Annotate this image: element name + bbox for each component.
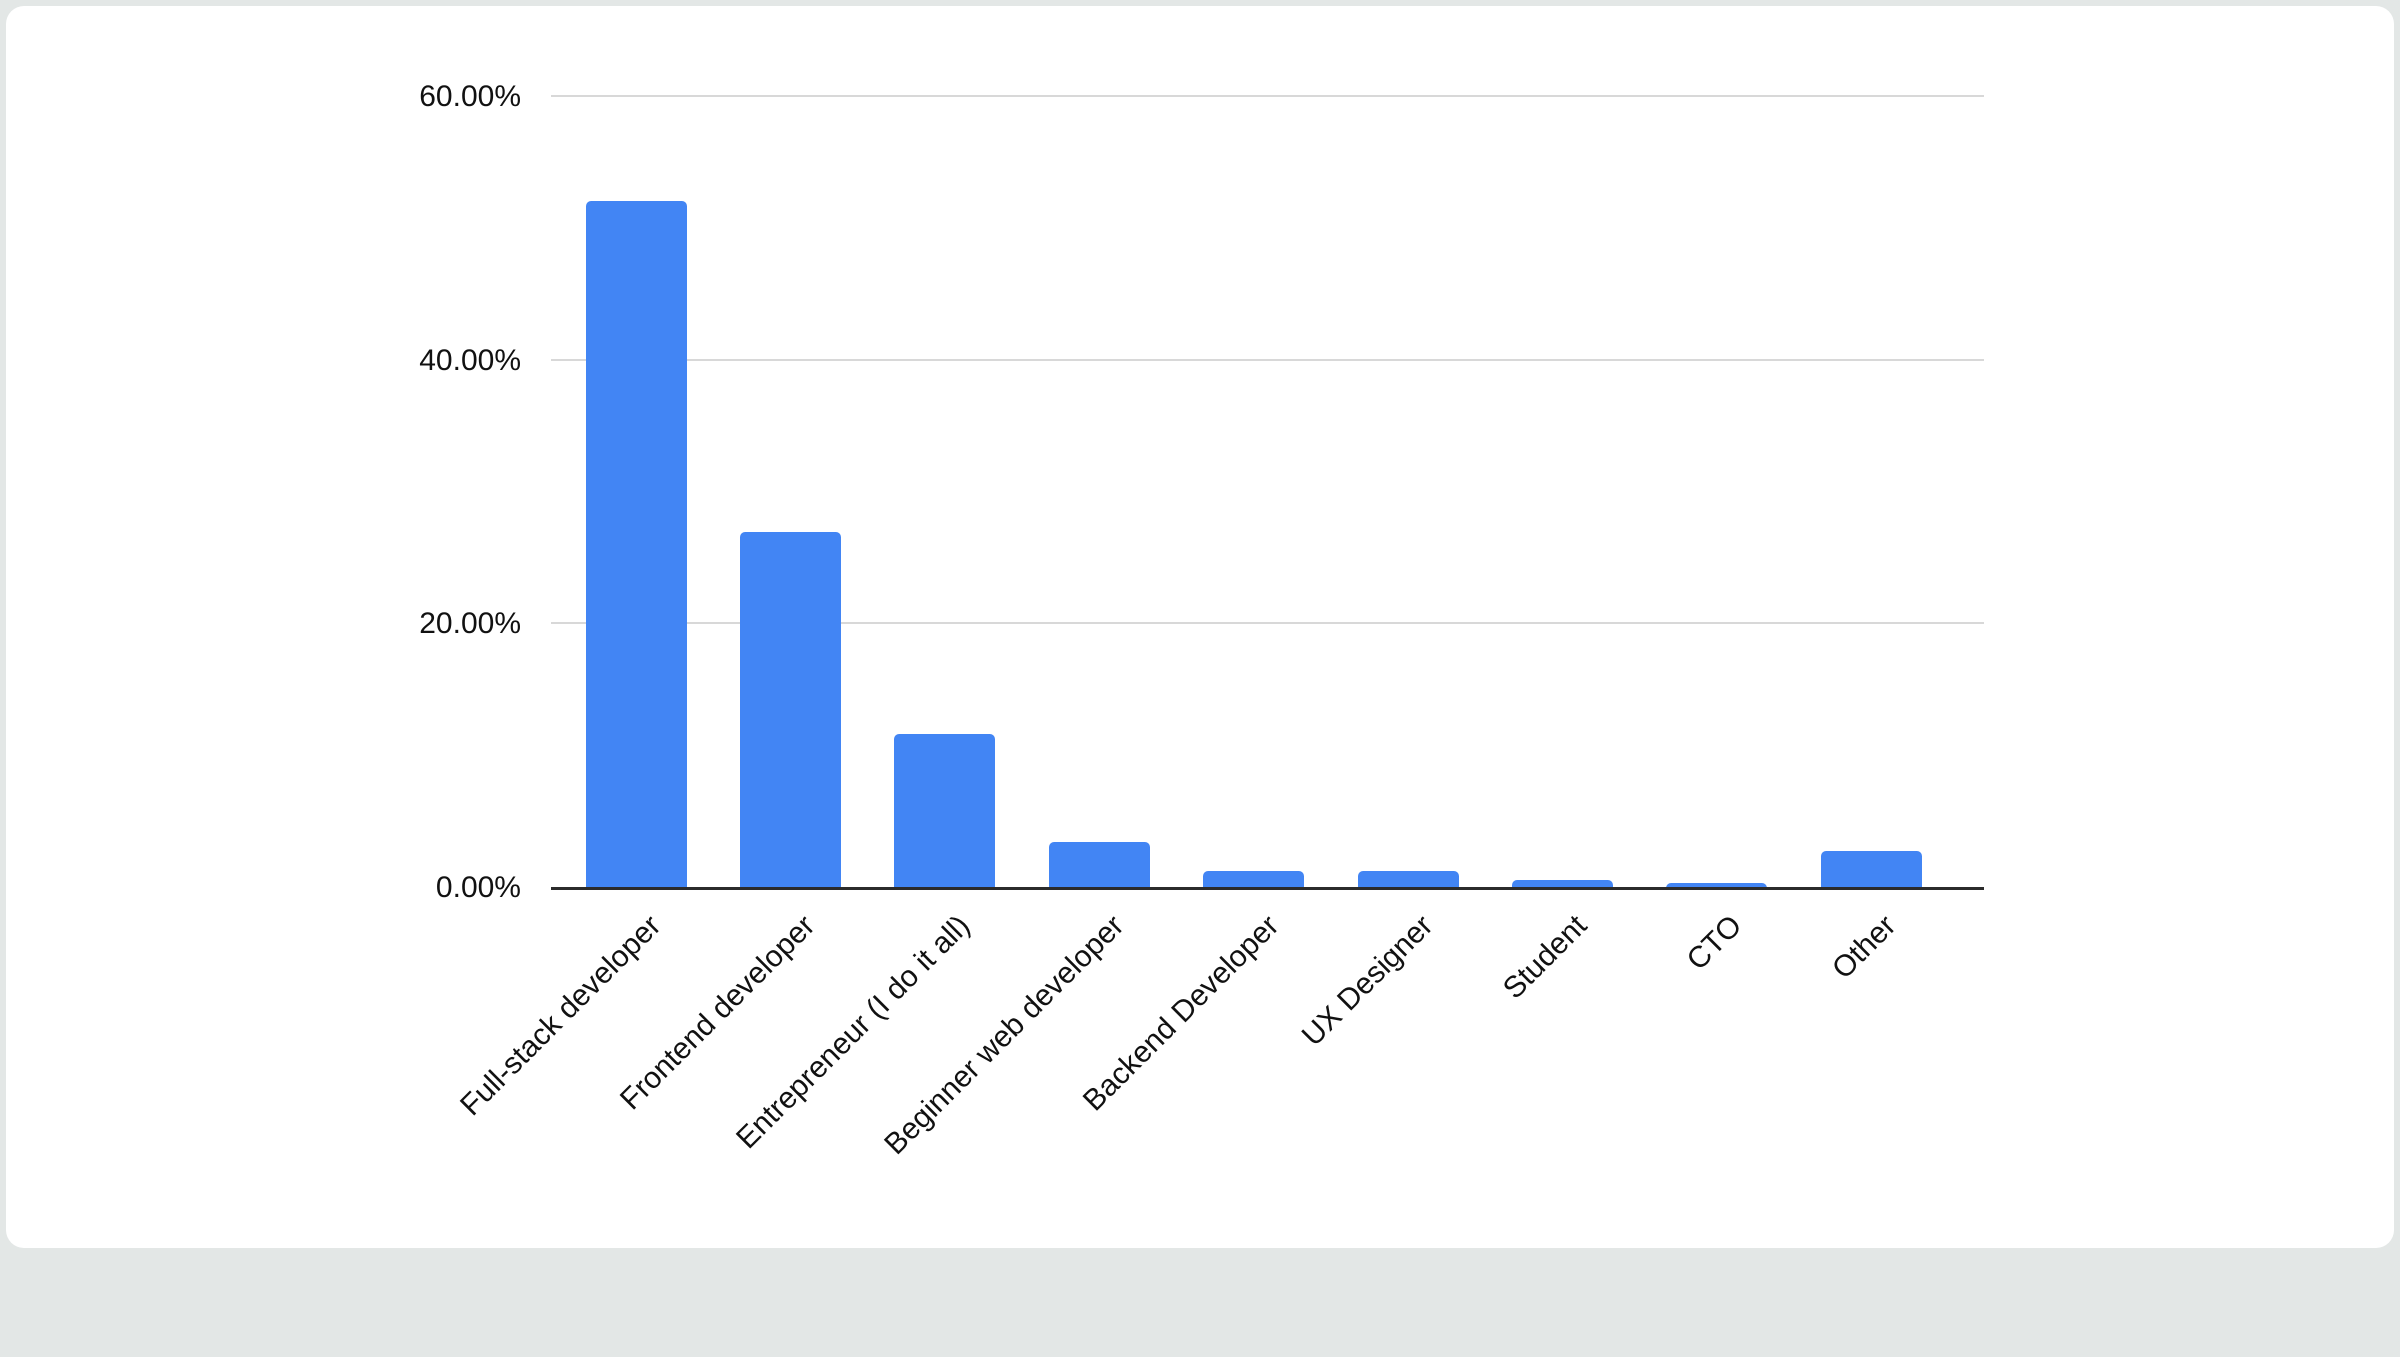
gridline-20pct bbox=[551, 622, 1984, 625]
y-tick-label-0pct: 0.00% bbox=[435, 871, 521, 904]
x-axis-line bbox=[551, 887, 1984, 890]
plot-area: 60.00% 40.00% 20.00% 0.00% Full-stack devel… bbox=[6, 6, 2394, 1248]
gridline-40pct bbox=[551, 358, 1984, 361]
y-tick-label-40pct: 40.00% bbox=[419, 343, 521, 377]
bar-beginner-web-developer bbox=[1048, 842, 1150, 890]
bar-cto bbox=[1666, 883, 1768, 890]
bar-ux-designer bbox=[1357, 871, 1459, 890]
bar-backend-developer bbox=[1203, 871, 1305, 890]
gridline-60pct bbox=[551, 95, 1984, 97]
bar-full-stack-developer bbox=[585, 201, 687, 890]
bar-other bbox=[1820, 851, 1922, 890]
bar-student bbox=[1511, 880, 1613, 890]
bar-frontend-developer bbox=[739, 532, 841, 890]
y-tick-label-60pct: 60.00% bbox=[419, 80, 521, 113]
bar-entrepreneur-i-do-it-all bbox=[894, 734, 996, 890]
y-tick-label-20pct: 20.00% bbox=[419, 607, 521, 641]
chart-card: 60.00% 40.00% 20.00% 0.00% Full-stack devel… bbox=[6, 6, 2394, 1248]
